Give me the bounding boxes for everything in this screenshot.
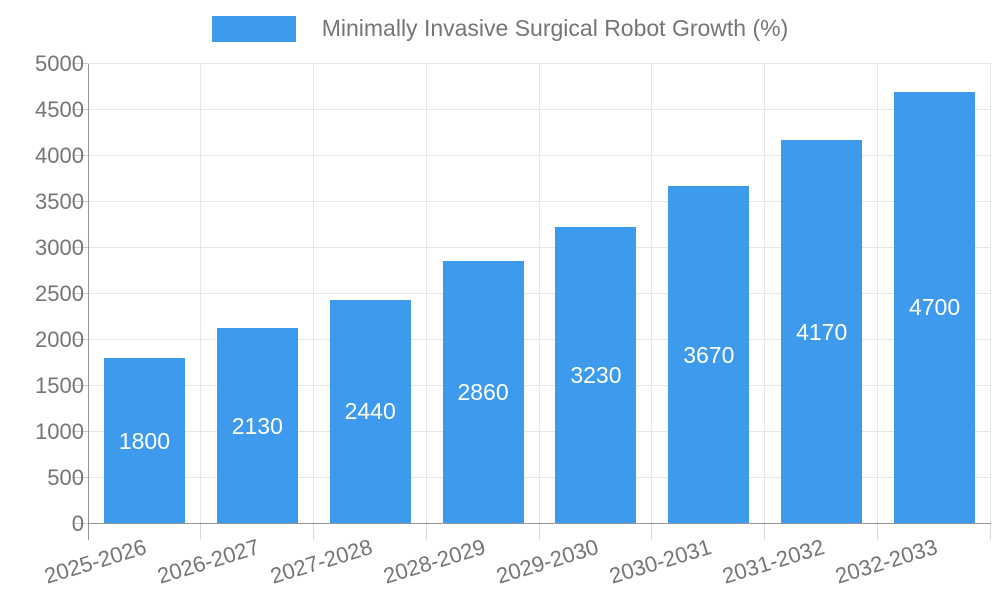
bar[interactable]: 4700 (894, 91, 976, 524)
bar[interactable]: 3670 (668, 186, 750, 524)
bar-value-label: 1800 (118, 427, 171, 454)
y-gridline (88, 155, 991, 156)
y-tick (74, 201, 88, 202)
y-tick (74, 431, 88, 432)
x-tick (199, 524, 201, 540)
x-tick (877, 524, 879, 540)
y-gridline (88, 431, 991, 432)
x-tick (425, 524, 427, 540)
y-gridline (88, 109, 991, 110)
bar-value-label: 3230 (570, 361, 622, 388)
y-tick (74, 385, 88, 386)
bar[interactable]: 2440 (329, 299, 411, 524)
y-tick-label: 1000 (35, 419, 84, 444)
y-tick (74, 155, 88, 156)
bar-value-label: 2130 (231, 412, 283, 439)
x-boundary-gridline (199, 64, 201, 524)
y-tick-label: 4000 (35, 143, 84, 168)
y-tick (74, 523, 88, 524)
y-gridline (88, 63, 991, 64)
bar[interactable]: 2130 (216, 328, 298, 524)
y-tick-label: 0 (71, 511, 84, 536)
bar[interactable]: 4170 (781, 140, 863, 524)
y-gridline (88, 385, 991, 386)
x-boundary-gridline (764, 64, 766, 524)
y-tick-label: 2000 (35, 327, 84, 352)
x-boundary-gridline (312, 64, 314, 524)
bar-value-label: 4170 (796, 318, 848, 345)
y-tick-label: 3500 (35, 189, 84, 214)
y-tick (74, 247, 88, 248)
legend-label: Minimally Invasive Surgical Robot Growth… (321, 15, 789, 41)
bar[interactable]: 1800 (103, 358, 185, 524)
bar-value-label: 2860 (457, 378, 509, 405)
y-tick (74, 293, 88, 294)
y-gridline (88, 247, 991, 248)
y-tick-label: 2500 (35, 281, 84, 306)
x-tick (990, 524, 991, 540)
x-boundary-gridline (877, 64, 879, 524)
x-axis-line (88, 523, 991, 524)
x-tick (651, 524, 653, 540)
y-tick (74, 477, 88, 478)
y-tick (74, 339, 88, 340)
y-tick-label: 1500 (35, 373, 84, 398)
legend-swatch (211, 15, 296, 42)
bar[interactable]: 2860 (442, 260, 524, 524)
y-gridline (88, 201, 991, 202)
y-gridline (88, 477, 991, 478)
y-tick-label: 500 (47, 465, 84, 490)
y-tick-label: 5000 (35, 51, 84, 76)
y-axis-line (88, 64, 89, 540)
bar-value-label: 4700 (908, 294, 961, 321)
legend: Minimally Invasive Surgical Robot Growth… (0, 15, 1000, 42)
y-tick (74, 63, 88, 64)
x-tick (764, 524, 766, 540)
y-tick (74, 109, 88, 110)
y-tick-label: 4500 (35, 97, 84, 122)
x-boundary-gridline (990, 64, 991, 524)
x-boundary-gridline (651, 64, 653, 524)
bar-value-label: 3670 (683, 341, 735, 368)
x-tick (312, 524, 314, 540)
y-gridline (88, 339, 991, 340)
bar-value-label: 2440 (344, 398, 396, 425)
x-boundary-gridline (425, 64, 427, 524)
bar[interactable]: 3230 (555, 226, 637, 524)
y-tick-label: 3000 (35, 235, 84, 260)
y-gridline (88, 293, 991, 294)
x-boundary-gridline (538, 64, 540, 524)
x-tick (538, 524, 540, 540)
